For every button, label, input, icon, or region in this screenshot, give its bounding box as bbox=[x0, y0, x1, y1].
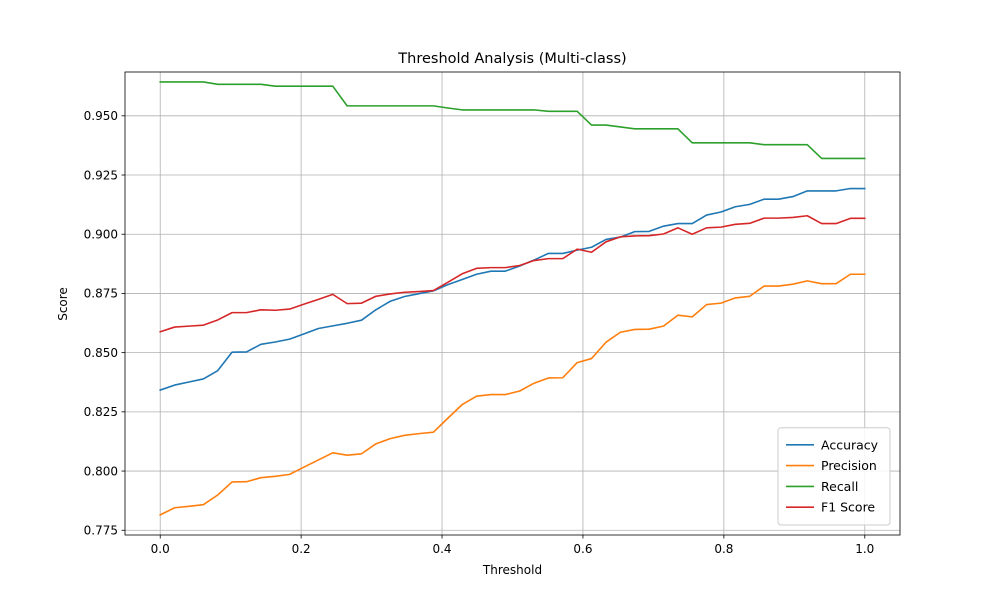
legend-label-f1-score: F1 Score bbox=[821, 500, 875, 515]
y-tick-label: 0.950 bbox=[84, 109, 118, 123]
x-axis-title: Threshold bbox=[482, 563, 542, 577]
grid bbox=[125, 72, 900, 535]
chart-title: Threshold Analysis (Multi-class) bbox=[397, 51, 626, 67]
y-tick-label: 0.850 bbox=[84, 346, 118, 360]
y-tick-label: 0.925 bbox=[84, 168, 118, 182]
x-tick-label: 0.2 bbox=[292, 542, 311, 556]
y-tick-label: 0.800 bbox=[84, 464, 118, 478]
x-tick-label: 0.0 bbox=[151, 542, 170, 556]
recall-line bbox=[159, 81, 866, 160]
y-tick-label: 0.900 bbox=[84, 228, 118, 242]
legend-label-recall: Recall bbox=[821, 479, 858, 494]
x-tick-label: 0.6 bbox=[573, 542, 592, 556]
plot-frame bbox=[124, 71, 901, 536]
f1-score-line bbox=[159, 214, 866, 333]
y-tick-label: 0.875 bbox=[84, 287, 118, 301]
axis-ticks: 0.0 0.2 0.4 0.6 0.8 1.0 0.775 0.800 0.825 0.850 0.… bbox=[84, 109, 875, 556]
x-tick-label: 0.4 bbox=[432, 542, 451, 556]
precision-line bbox=[159, 273, 866, 516]
accuracy-line bbox=[159, 187, 866, 392]
legend-label-precision: Precision bbox=[821, 458, 877, 473]
y-tick-label: 0.775 bbox=[84, 524, 118, 538]
series-lines bbox=[159, 81, 866, 516]
x-tick-label: 1.0 bbox=[855, 542, 874, 556]
legend-label-accuracy: Accuracy bbox=[821, 437, 879, 452]
x-tick-label: 0.8 bbox=[714, 542, 733, 556]
y-axis-title: Score bbox=[56, 287, 70, 321]
legend: Accuracy Precision Recall F1 Score bbox=[777, 427, 891, 526]
legend-box bbox=[777, 427, 891, 526]
y-tick-label: 0.825 bbox=[84, 405, 118, 419]
